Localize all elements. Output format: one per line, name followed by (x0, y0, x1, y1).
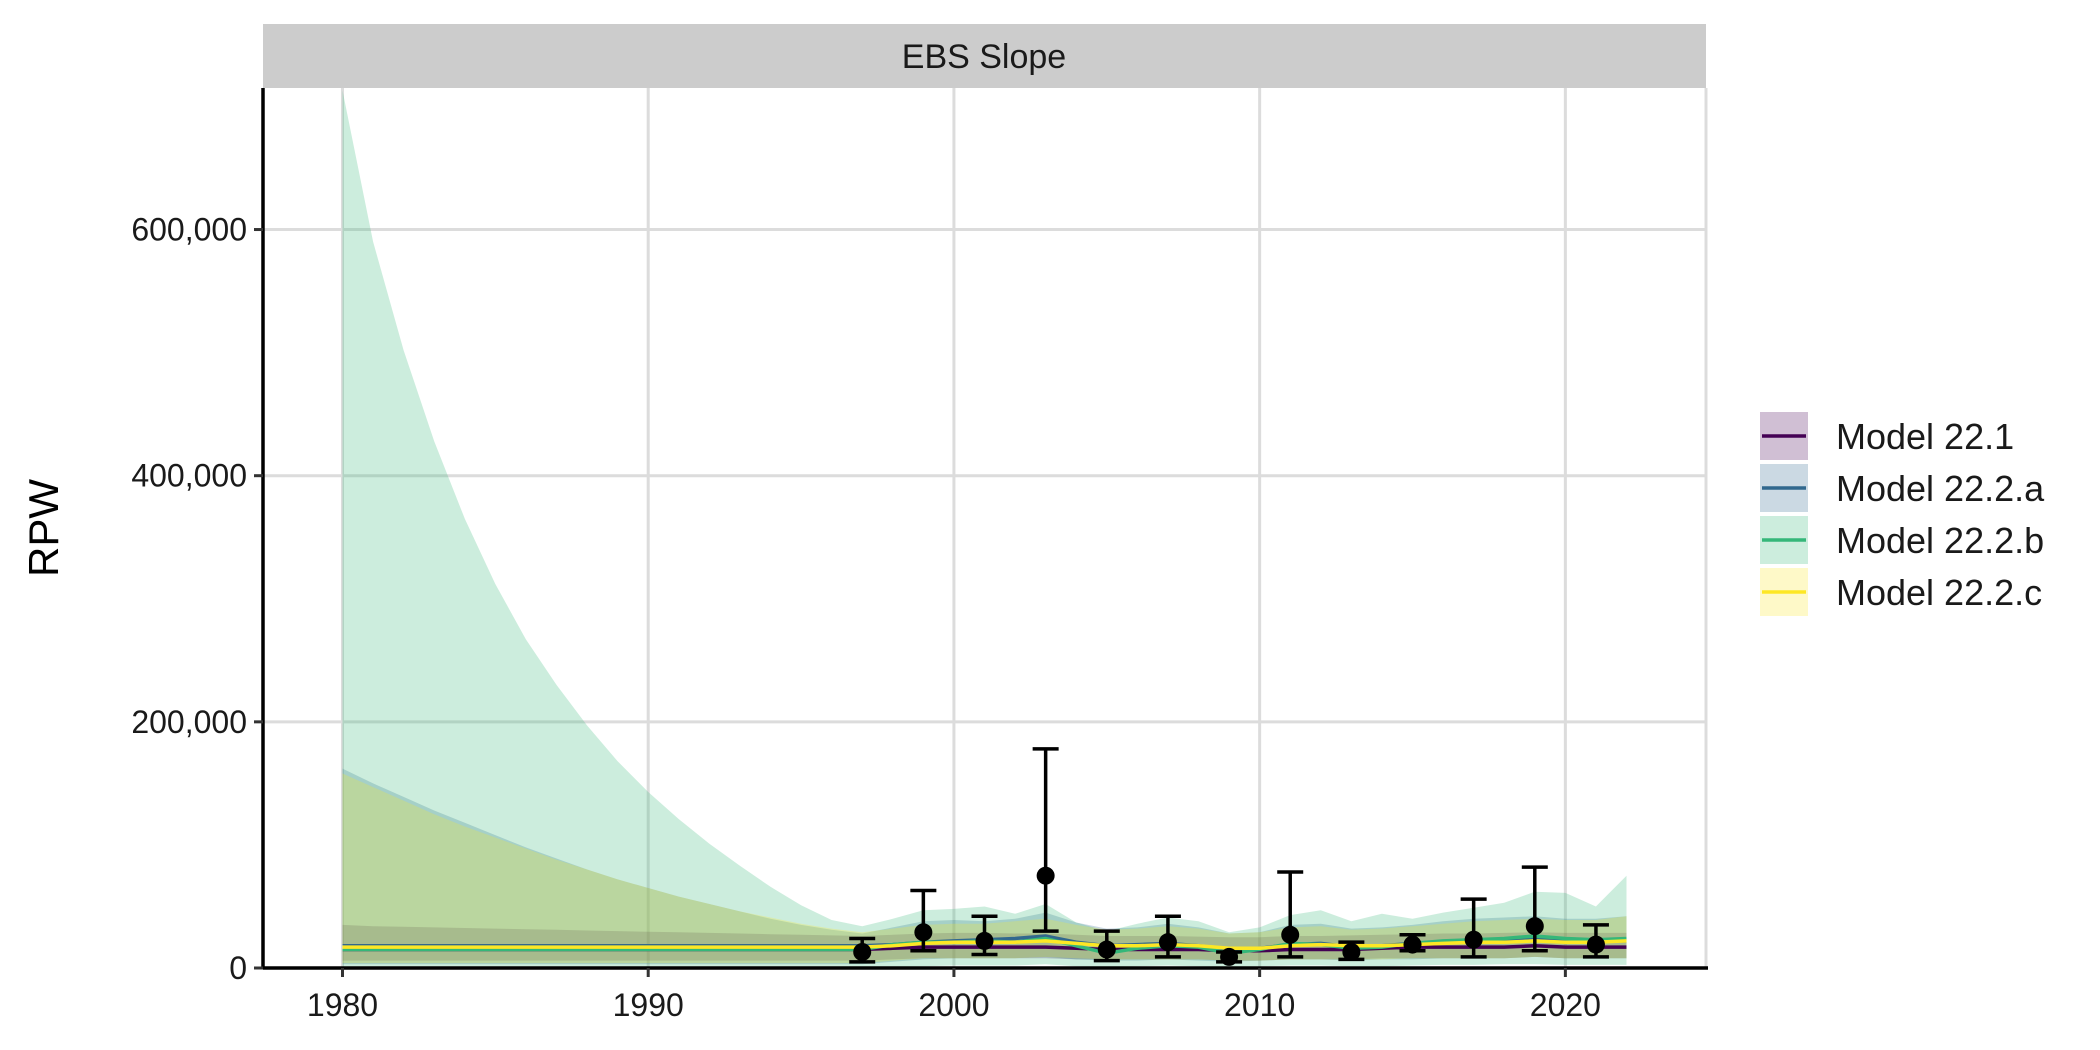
x-tick-label: 2010 (1224, 987, 1295, 1023)
x-tick-label: 1990 (613, 987, 684, 1023)
ribbon-model-22-2-a (342, 768, 1627, 965)
axis-ticks: 1980 1990 2000 2010 2020 0 200,000 400,000 600,0… (131, 212, 1601, 1023)
observation-2011 (1277, 870, 1304, 959)
observed-point (1586, 935, 1605, 954)
y-tick-label: 400,000 (131, 458, 247, 494)
x-tick-label: 2020 (1530, 987, 1601, 1023)
ribbon-model-22-2-b (342, 90, 1627, 968)
legend-label: Model 22.2.a (1836, 468, 2045, 509)
observation-2013 (1338, 940, 1365, 962)
observed-points (849, 747, 1609, 966)
observation-2015 (1399, 933, 1426, 954)
y-axis-label: RPW (20, 479, 67, 577)
observed-point (1158, 933, 1177, 952)
legend-label: Model 22.2.b (1836, 520, 2044, 561)
observation-1999 (910, 888, 937, 953)
observation-2001 (971, 914, 998, 957)
legend-label: Model 22.2.c (1836, 572, 2042, 613)
legend-item-model-22-2-c: Model 22.2.c (1760, 568, 2042, 616)
observed-point (853, 943, 872, 961)
facet-strip-title: EBS Slope (902, 38, 1066, 76)
observed-point (975, 931, 994, 950)
observation-2017 (1460, 897, 1487, 959)
observed-point (1281, 925, 1300, 944)
legend-item-model-22-2-a: Model 22.2.a (1760, 464, 2045, 512)
x-tick-label: 2000 (918, 987, 989, 1023)
legend: Model 22.1 Model 22.2.a Model 22.2.b Model … (1760, 412, 2045, 616)
y-tick-label: 0 (229, 950, 247, 986)
legend-label: Model 22.1 (1836, 416, 2014, 457)
observed-point (1342, 943, 1361, 961)
observed-point (1525, 917, 1544, 936)
observation-2003 (1032, 747, 1059, 933)
observation-2021 (1582, 923, 1609, 959)
ribbon-model-22-2-c (342, 773, 1627, 964)
observation-2007 (1154, 914, 1181, 959)
observed-point (1036, 866, 1055, 885)
observation-2019 (1521, 865, 1548, 953)
observation-1997 (849, 936, 876, 964)
legend-item-model-22-2-b: Model 22.2.b (1760, 516, 2044, 564)
observed-point (1464, 930, 1483, 949)
observed-point (1220, 947, 1239, 966)
observation-2005 (1093, 929, 1120, 963)
observed-point (914, 923, 933, 942)
observed-point (1403, 935, 1422, 954)
facet-strip (263, 24, 1706, 88)
x-tick-label: 1980 (307, 987, 378, 1023)
observed-point (1097, 940, 1116, 959)
legend-item-model-22-1: Model 22.1 (1760, 412, 2014, 460)
y-tick-label: 200,000 (131, 704, 247, 740)
observation-2009 (1216, 947, 1243, 966)
y-tick-label: 600,000 (131, 212, 247, 248)
